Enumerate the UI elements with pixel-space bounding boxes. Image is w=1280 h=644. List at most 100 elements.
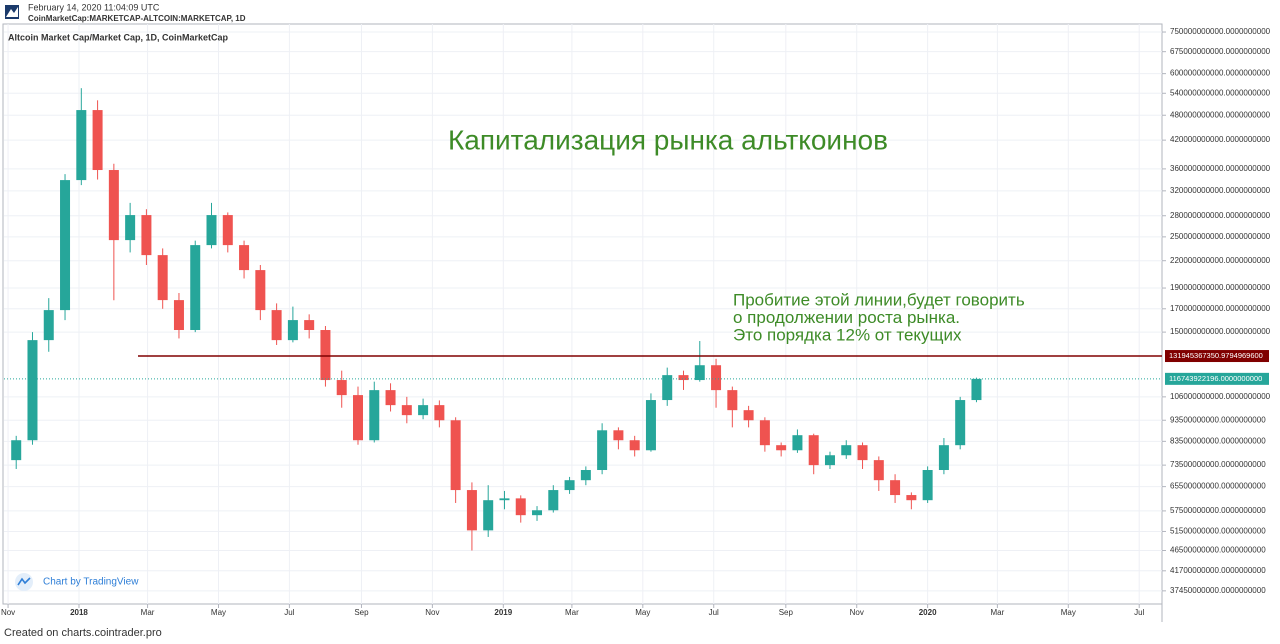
candle-body	[369, 390, 380, 441]
candle-body	[694, 365, 705, 381]
candle-body	[450, 420, 461, 491]
y-tick-label: 170000000000.0000000000	[1170, 304, 1271, 313]
candles	[11, 88, 982, 551]
candle-body	[629, 440, 640, 451]
y-tick-label: 93500000000.0000000000	[1170, 415, 1266, 424]
y-tick-label: 57500000000.0000000000	[1170, 506, 1266, 515]
x-tick-label: Nov	[425, 608, 439, 617]
note-line: Пробитие этой линии,будет говорить	[733, 290, 1025, 309]
candle-body	[11, 440, 22, 461]
logo	[5, 5, 19, 19]
candle-body	[483, 500, 494, 531]
candle-body	[597, 430, 608, 471]
candle-body	[971, 378, 982, 401]
last-price-label: 116743922196.0000000000	[1169, 374, 1262, 383]
candle-body	[938, 445, 949, 471]
x-tick-label: Nov	[850, 608, 864, 617]
y-tick-label: 675000000000.0000000000	[1170, 47, 1271, 56]
logo-mark	[6, 7, 18, 17]
y-tick-label: 220000000000.0000000000	[1170, 256, 1271, 265]
candle-body	[499, 498, 510, 501]
candle-body	[287, 320, 298, 341]
watermark-logo	[15, 573, 33, 591]
headline: Капитализация рынка альткоинов	[448, 124, 888, 155]
x-tick-label: May	[211, 608, 226, 617]
x-tick-label: Mar	[141, 608, 155, 617]
y-tick-label: 480000000000.0000000000	[1170, 110, 1271, 119]
y-tick-label: 106000000000.0000000000	[1170, 392, 1271, 401]
y-tick-label: 360000000000.0000000000	[1170, 164, 1271, 173]
y-tick-label: 420000000000.0000000000	[1170, 135, 1271, 144]
y-tick-label: 250000000000.0000000000	[1170, 232, 1271, 241]
candle-body	[841, 445, 852, 456]
y-tick-label: 600000000000.0000000000	[1170, 69, 1271, 78]
candle-body	[776, 445, 787, 451]
candle-body	[206, 215, 217, 246]
candle-body	[222, 215, 233, 246]
candle-body	[613, 430, 624, 441]
x-tick-label: May	[635, 608, 650, 617]
y-tick-label: 750000000000.0000000000	[1170, 27, 1271, 36]
candle-body	[759, 420, 770, 446]
x-tick-label: May	[1061, 608, 1076, 617]
note-line: о продолжении роста рынка.	[733, 308, 960, 327]
level-label-box	[1165, 350, 1269, 363]
y-tick-label: 280000000000.0000000000	[1170, 211, 1271, 220]
candle-body	[336, 380, 347, 396]
symbol: CoinMarketCap:MARKETCAP-ALTCOIN:MARKETCA…	[28, 14, 246, 23]
candle-body	[466, 490, 477, 531]
x-tick-label: Jul	[284, 608, 294, 617]
y-tick-label: 73500000000.0000000000	[1170, 460, 1266, 469]
y-tick-label: 46500000000.0000000000	[1170, 546, 1266, 555]
candle-body	[108, 170, 119, 241]
candle-body	[434, 405, 445, 421]
y-tick-label: 83500000000.0000000000	[1170, 436, 1266, 445]
timestamp: February 14, 2020 11:04:09 UTC	[28, 2, 160, 12]
candle-body	[662, 375, 673, 401]
level-label: 131945367350.9794969600	[1169, 351, 1263, 360]
candle-body	[808, 435, 819, 466]
last-price-box	[1165, 372, 1269, 385]
candle-body	[418, 405, 429, 416]
candle-body	[792, 435, 803, 451]
candle-body	[401, 405, 412, 416]
overlay: 131945367350.9794969600 116743922196.0000…	[4, 290, 1269, 385]
candle-body	[645, 400, 656, 451]
y-tick-label: 37450000000.0000000000	[1170, 586, 1266, 595]
footer: Created on charts.cointrader.pro	[4, 627, 162, 639]
candle-body	[743, 410, 754, 421]
candle-body	[157, 255, 168, 301]
candle-body	[580, 470, 591, 481]
candle-body	[890, 480, 901, 496]
candle-body	[320, 330, 331, 381]
candle-body	[239, 245, 250, 271]
candle-body	[190, 245, 201, 331]
x-tick-label: Sep	[779, 608, 794, 617]
candle-body	[43, 310, 54, 341]
x-tick-label: 2020	[919, 608, 937, 617]
candle-body	[857, 445, 868, 461]
x-tick-label: Mar	[565, 608, 579, 617]
candle-body	[173, 300, 184, 331]
x-tick-label: Nov	[1, 608, 15, 617]
candle-body	[532, 510, 543, 516]
candle-body	[515, 498, 526, 516]
x-tick-label: Jul	[709, 608, 719, 617]
y-tick-label: 41700000000.0000000000	[1170, 566, 1266, 575]
candle-body	[678, 375, 689, 381]
candle-body	[125, 215, 136, 241]
y-tick-label: 190000000000.0000000000	[1170, 283, 1271, 292]
candle-body	[824, 455, 835, 466]
note-line: Это порядка 12% от текущих	[733, 325, 962, 344]
y-tick-label: 320000000000.0000000000	[1170, 186, 1271, 195]
grid: 750000000000.0000000000 675000000000.0000…	[1, 24, 1271, 617]
chart-title: Altcoin Market Cap/Market Cap, 1D, CoinM…	[8, 32, 229, 42]
x-tick-label: Mar	[990, 608, 1004, 617]
y-tick-label: 540000000000.0000000000	[1170, 88, 1271, 97]
x-tick-label: 2019	[494, 608, 512, 617]
y-tick-label: 51500000000.0000000000	[1170, 527, 1266, 536]
y-tick-label: 65500000000.0000000000	[1170, 482, 1266, 491]
x-tick-label: 2018	[70, 608, 88, 617]
